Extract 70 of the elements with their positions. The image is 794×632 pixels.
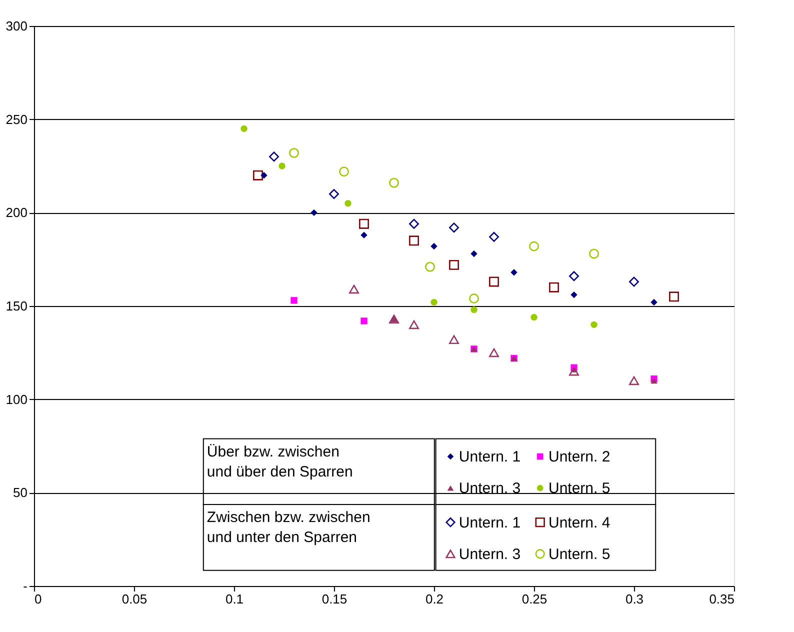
y-tick-label: 150 bbox=[6, 298, 28, 314]
point bbox=[470, 250, 478, 258]
point bbox=[425, 262, 435, 272]
x-tick-label: 0 bbox=[34, 592, 42, 606]
point bbox=[650, 298, 658, 306]
point bbox=[409, 236, 419, 246]
point bbox=[529, 241, 539, 252]
y-tick-label: 50 bbox=[13, 485, 28, 500]
y-tick-label: 200 bbox=[6, 205, 28, 220]
point bbox=[629, 376, 639, 386]
point bbox=[570, 291, 578, 298]
point bbox=[290, 297, 298, 304]
y-tick-label: 300 bbox=[6, 18, 28, 34]
point bbox=[589, 248, 599, 259]
x-tick-label: 0.15 bbox=[322, 592, 348, 606]
point bbox=[430, 242, 438, 250]
point bbox=[449, 260, 459, 270]
annotation: Über bzw. zwischen und über den Sparren bbox=[206, 443, 353, 480]
point bbox=[253, 170, 263, 180]
point bbox=[449, 222, 459, 233]
legend-label: Untern. 3 bbox=[458, 480, 521, 498]
point bbox=[278, 162, 286, 170]
point bbox=[329, 189, 339, 199]
point bbox=[409, 218, 419, 229]
x-tick-label: 0.05 bbox=[122, 592, 148, 606]
legend-label: Untern. 4 bbox=[548, 514, 610, 532]
point bbox=[409, 320, 419, 330]
point bbox=[430, 298, 438, 306]
legend-label: Untern. 1 bbox=[458, 448, 521, 466]
point bbox=[240, 125, 248, 132]
point bbox=[469, 294, 479, 304]
point bbox=[489, 232, 499, 242]
point bbox=[530, 314, 538, 321]
point bbox=[510, 269, 518, 276]
legend-label: Untern. 5 bbox=[548, 546, 610, 563]
point bbox=[449, 335, 459, 344]
legend-label: Untern. 5 bbox=[548, 480, 610, 498]
point bbox=[360, 232, 368, 238]
legend-label: Untern. 2 bbox=[548, 448, 610, 466]
x-tick-label: 0.25 bbox=[522, 592, 548, 606]
point bbox=[360, 318, 368, 324]
point bbox=[569, 271, 579, 282]
point bbox=[344, 200, 352, 207]
point bbox=[349, 284, 359, 294]
y-tick-label: - bbox=[23, 578, 28, 594]
point bbox=[289, 148, 299, 158]
point bbox=[310, 209, 318, 216]
point bbox=[549, 282, 559, 292]
point bbox=[669, 292, 679, 302]
point bbox=[570, 366, 578, 372]
point bbox=[489, 348, 499, 358]
point bbox=[359, 218, 369, 229]
y-tick-label: 250 bbox=[6, 112, 28, 127]
point bbox=[339, 166, 349, 177]
x-tick-label: 0.3 bbox=[625, 592, 644, 606]
point bbox=[269, 152, 279, 162]
x-tick-label: 0.2 bbox=[425, 592, 444, 606]
point bbox=[389, 178, 399, 188]
point bbox=[629, 276, 639, 287]
x-tick-label: 0.35 bbox=[709, 592, 734, 606]
point bbox=[489, 276, 499, 287]
point bbox=[470, 306, 478, 314]
legend-label: Untern. 1 bbox=[458, 514, 521, 532]
point bbox=[650, 378, 658, 384]
y-tick-label: 100 bbox=[6, 392, 28, 407]
legend-label: Untern. 3 bbox=[458, 546, 521, 563]
annotation: Zwischen bzw. zwischen und unter den Sparren bbox=[206, 509, 370, 546]
point bbox=[590, 321, 598, 328]
x-tick-label: 0.1 bbox=[225, 592, 244, 606]
point bbox=[260, 172, 268, 179]
